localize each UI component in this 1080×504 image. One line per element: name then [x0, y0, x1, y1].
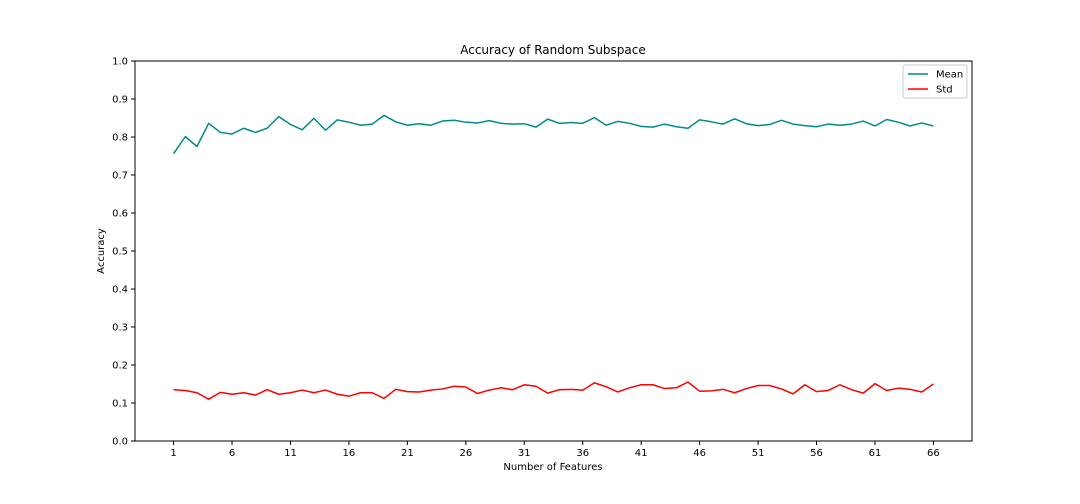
x-tick-label: 36	[576, 448, 589, 459]
x-tick-label: 11	[284, 448, 297, 459]
y-axis: 0.0 0.1 0.2 0.3 0.4 0.5 0.6 0.7 0.8 0.9 1.0	[112, 57, 135, 448]
y-tick-label: 0.6	[112, 209, 128, 220]
x-tick-label: 26	[459, 448, 472, 459]
x-tick-label: 16	[343, 448, 356, 459]
y-tick-label: 0.9	[112, 95, 128, 106]
y-tick-label: 0.7	[112, 171, 128, 182]
chart-title: Accuracy of Random Subspace	[460, 43, 646, 57]
x-tick-label: 41	[635, 448, 648, 459]
y-tick-label: 0.3	[112, 323, 128, 334]
y-tick-label: 0.5	[112, 247, 128, 258]
legend-label-mean: Mean	[936, 70, 963, 81]
x-axis: 1 6 11 16 21 26 31 36 41 46 51 56 61 66	[170, 441, 940, 459]
y-tick-label: 1.0	[112, 57, 128, 68]
y-tick-label: 0.4	[112, 285, 128, 296]
x-tick-label: 51	[752, 448, 765, 459]
series-lines	[172, 114, 934, 400]
x-tick-label: 46	[693, 448, 706, 459]
x-tick-label: 56	[810, 448, 823, 459]
x-tick-label: 1	[170, 448, 176, 459]
x-tick-label: 31	[518, 448, 531, 459]
legend-label-std: Std	[936, 85, 953, 96]
legend: Mean Std	[902, 64, 968, 99]
x-axis-label: Number of Features	[503, 462, 602, 473]
y-axis-label: Accuracy	[96, 228, 107, 274]
y-tick-label: 0.8	[112, 133, 128, 144]
y-tick-label: 0.2	[112, 361, 128, 372]
series-line-std	[173, 381, 934, 400]
x-tick-label: 66	[927, 448, 940, 459]
y-tick-label: 0.0	[112, 437, 128, 448]
x-tick-label: 21	[401, 448, 414, 459]
x-tick-label: 6	[229, 448, 235, 459]
y-tick-label: 0.1	[112, 399, 128, 410]
plot-area	[134, 60, 973, 442]
series-line-mean	[172, 114, 934, 155]
x-tick-label: 61	[869, 448, 882, 459]
